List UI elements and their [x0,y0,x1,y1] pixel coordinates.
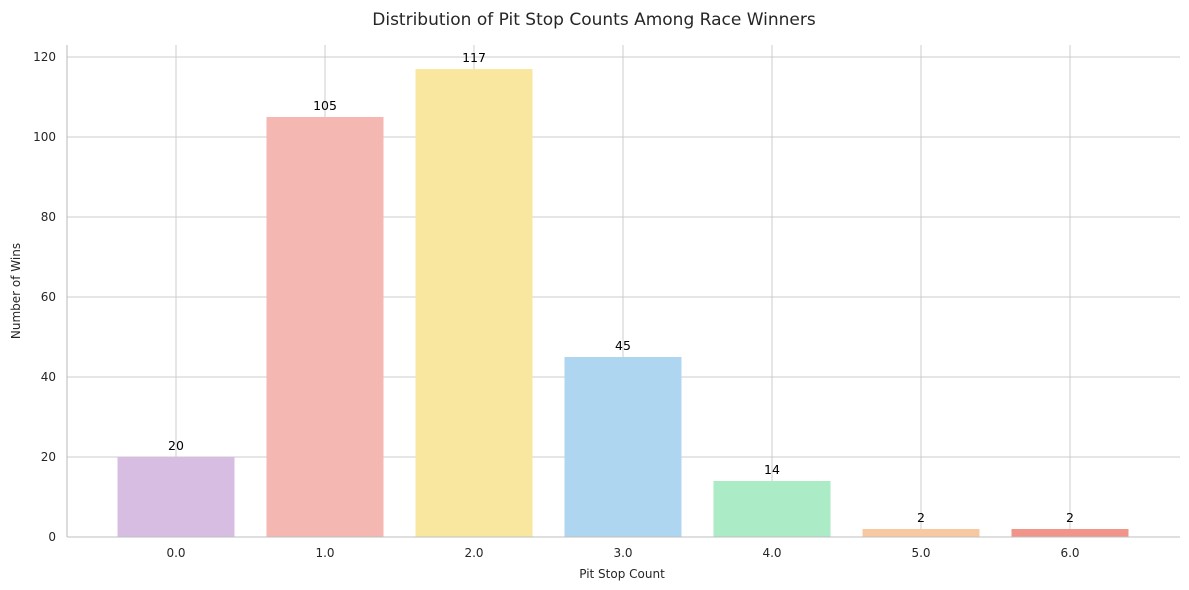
grid [67,45,1180,538]
y-tick-label: 120 [33,50,56,64]
y-tick-label: 100 [33,130,56,144]
bar-data-label: 105 [313,98,337,113]
bar [415,69,533,537]
x-tick-label: 3.0 [613,546,632,560]
y-tick-label: 40 [41,370,56,384]
y-tick-label: 80 [41,210,56,224]
bar-data-label: 14 [764,462,780,477]
bar-data-label: 117 [462,50,486,65]
bar [713,481,831,537]
y-tick-label: 60 [41,290,56,304]
bar [862,529,980,537]
bar [1011,529,1129,537]
bar [564,357,682,537]
x-tick-label: 1.0 [315,546,334,560]
data-labels: 20 105 117 45 14 2 2 [168,50,1074,525]
bars [117,69,1129,537]
x-tick-label: 4.0 [762,546,781,560]
x-tick-label: 6.0 [1060,546,1079,560]
bar [266,117,384,537]
bar-data-label: 2 [1066,510,1074,525]
x-tick-label: 5.0 [911,546,930,560]
chart-title: Distribution of Pit Stop Counts Among Ra… [372,10,816,30]
y-tick-label: 0 [48,530,56,544]
y-tick-label: 20 [41,450,56,464]
ticks: 0 20 40 60 80 100 120 0.0 1.0 2.0 3.0 4.0 5.0 6.0 [33,50,1079,560]
x-tick-label: 0.0 [166,546,185,560]
bar [117,457,235,537]
bar-data-label: 45 [615,338,631,353]
x-tick-label: 2.0 [464,546,483,560]
x-axis-label: Pit Stop Count [579,567,665,581]
y-axis-label: Number of Wins [9,243,23,339]
bar-data-label: 20 [168,438,184,453]
bar-data-label: 2 [917,510,925,525]
